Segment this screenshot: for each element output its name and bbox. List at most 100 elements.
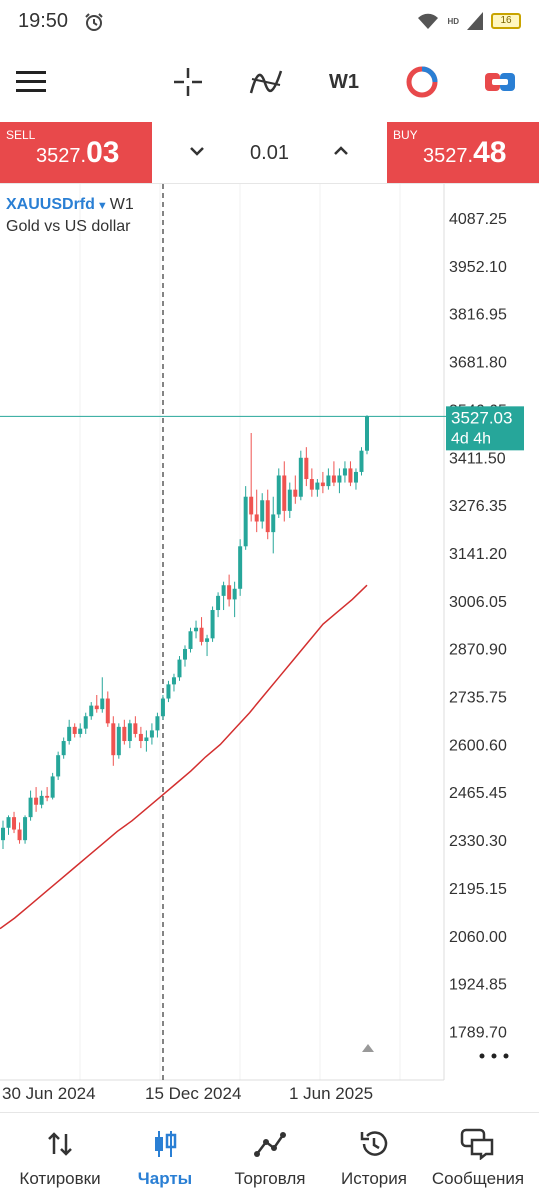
indicators-icon: [249, 70, 283, 94]
one-click-trading-button[interactable]: [404, 62, 440, 102]
y-tick-label: 3141.20: [449, 546, 507, 563]
nav-messages[interactable]: Сообщения: [424, 1113, 532, 1200]
candle-body: [188, 631, 193, 649]
nav-trade-label: Торговля: [234, 1169, 306, 1188]
candle-body: [265, 500, 270, 533]
sell-price-prefix: 3527.: [36, 145, 87, 167]
candle-body: [238, 546, 243, 589]
y-tick-label: 4087.25: [449, 211, 507, 228]
candle-body: [298, 457, 303, 497]
candle-body: [166, 684, 171, 699]
timeframe-button[interactable]: W1: [324, 62, 364, 102]
more-icon: [503, 1053, 509, 1059]
candle-body: [1, 827, 5, 841]
candle-body: [155, 716, 160, 731]
candle-body: [34, 797, 39, 805]
trade-icon: [254, 1132, 286, 1157]
buy-button[interactable]: BUY 3527.48: [387, 122, 539, 183]
y-tick-label: 1924.85: [449, 977, 507, 994]
x-axis-label: 15 Dec 2024: [145, 1084, 241, 1103]
candle-body: [67, 726, 72, 742]
y-tick-label: 2330.30: [449, 833, 507, 850]
candle-body: [89, 705, 94, 717]
candle-body: [353, 471, 358, 483]
candle-body: [28, 797, 33, 818]
candle-body: [210, 610, 215, 639]
y-tick-label: 3411.50: [449, 450, 506, 467]
candle-body: [83, 716, 88, 729]
candle-body: [331, 475, 336, 483]
sell-price-big: 03: [86, 136, 120, 169]
candle-body: [61, 741, 66, 756]
candle-body: [194, 627, 199, 632]
candle-body: [221, 585, 226, 596]
candle-body: [348, 468, 353, 483]
candle-body: [199, 627, 204, 642]
y-tick-label: 2060.00: [449, 929, 507, 946]
sell-button[interactable]: SELL 3527.03: [0, 122, 152, 183]
candle-body: [293, 489, 298, 497]
candle-body: [260, 500, 265, 522]
candle-body: [216, 595, 221, 611]
candle-body: [205, 638, 210, 642]
lot-increase-button[interactable]: [330, 140, 352, 167]
y-tick-label: 2870.90: [449, 642, 507, 659]
symbol-dropdown-icon[interactable]: ▼: [96, 200, 108, 212]
candle-body: [183, 648, 187, 660]
bottom-navigation: Котировки Чарты Торговля История Сообщен…: [0, 1112, 539, 1200]
price-chart[interactable]: 4087.253952.103816.953681.803546.653411.…: [0, 184, 539, 1110]
candle-body: [100, 698, 105, 710]
candle-body: [17, 829, 22, 841]
buy-label: BUY: [393, 128, 418, 142]
lot-value[interactable]: 0.01: [250, 142, 289, 164]
candle-body: [133, 723, 138, 734]
candle-body: [116, 726, 121, 756]
y-tick-label: 2465.45: [449, 785, 507, 802]
candle-body: [304, 457, 309, 480]
nav-charts-label: Чарты: [137, 1169, 193, 1188]
nav-charts[interactable]: Чарты: [111, 1113, 219, 1200]
more-icon: [479, 1053, 485, 1059]
chevron-up-icon: [334, 146, 348, 155]
candle-body: [227, 585, 232, 600]
chart-canvas[interactable]: 4087.253952.103816.953681.803546.653411.…: [0, 184, 539, 1110]
trade-panel-icon: [485, 73, 515, 91]
candle-body: [271, 514, 276, 533]
y-tick-label: 3276.35: [449, 498, 507, 515]
candle-body: [160, 698, 165, 717]
candle-body: [78, 728, 83, 734]
nav-quotes[interactable]: Котировки: [6, 1113, 114, 1200]
indicators-button[interactable]: [246, 62, 286, 102]
battery-icon: 16: [491, 13, 521, 29]
candle-body: [72, 726, 77, 734]
nav-messages-label: Сообщения: [431, 1169, 525, 1188]
y-tick-label: 2195.15: [449, 881, 507, 898]
sell-label: SELL: [6, 128, 36, 142]
candle-body: [138, 733, 143, 742]
chart-symbol-header[interactable]: XAUUSDrfd ▼ W1: [6, 196, 134, 214]
signal-icon: [467, 12, 483, 30]
candle-body: [249, 496, 254, 515]
crosshair-button[interactable]: [170, 62, 206, 102]
candle-body: [12, 817, 17, 830]
candle-body: [149, 730, 154, 738]
candle-body: [171, 677, 176, 685]
symbol-name[interactable]: XAUUSDrfd: [6, 196, 95, 213]
candle-body: [6, 817, 11, 828]
status-time: 19:50: [18, 10, 69, 32]
nav-trade[interactable]: Торговля: [216, 1113, 324, 1200]
candle-body: [276, 475, 281, 515]
trade-panel-button[interactable]: [482, 62, 518, 102]
nav-history-label: История: [341, 1169, 407, 1188]
lot-decrease-button[interactable]: [186, 140, 208, 167]
y-tick-label: 2735.75: [449, 690, 507, 707]
messages-icon: [460, 1128, 494, 1160]
menu-button[interactable]: [14, 62, 48, 102]
one-click-icon: [406, 66, 438, 98]
timeframe-label: W1: [329, 70, 359, 93]
nav-history[interactable]: История: [320, 1113, 428, 1200]
y-tick-label: 3006.05: [449, 594, 507, 611]
candle-body: [56, 755, 61, 777]
candle-body: [287, 489, 292, 511]
y-tick-label: 3952.10: [449, 259, 507, 276]
